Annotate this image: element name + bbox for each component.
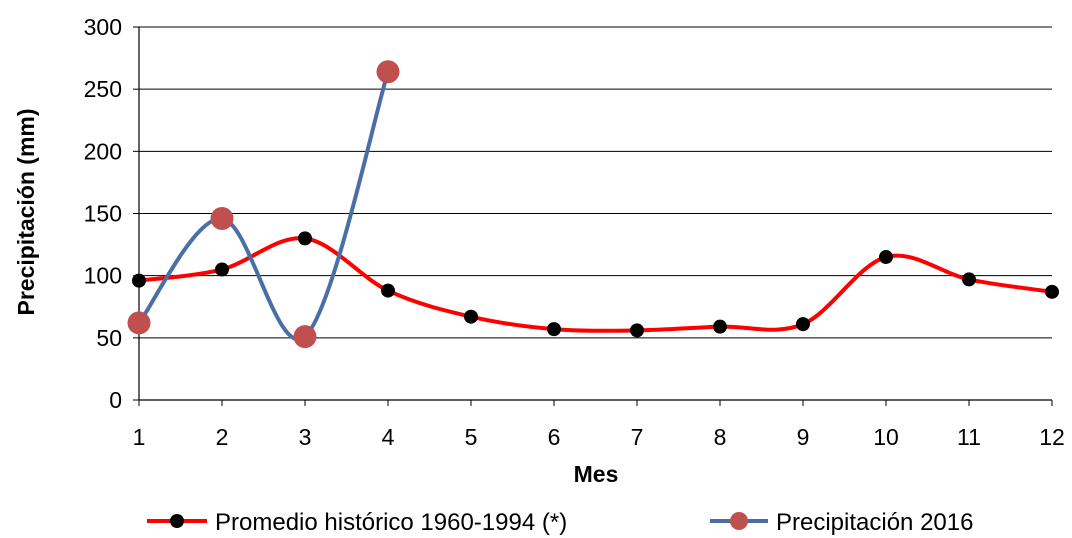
y-tick-label-100: 100 [84,263,122,289]
legend-item-1: Precipitación 2016 [710,509,973,536]
x-tick-label-4: 4 [382,424,395,450]
x-tick-label-2: 2 [216,424,229,450]
x-tick-label-11: 11 [957,424,981,450]
series-0-point-1 [132,273,146,288]
x-tick-label-1: 1 [133,424,146,450]
y-axis-title: Precipitación (mm) [13,108,39,315]
legend: Promedio histórico 1960-1994 (*) Precipi… [147,509,973,536]
series-0-point-5 [464,309,478,324]
legend-swatch-marker-1 [730,512,748,530]
x-tick-label-10: 10 [873,424,899,450]
x-tick-label-7: 7 [631,424,644,450]
series-0-point-3 [298,231,312,246]
series-0-point-7 [630,323,644,338]
legend-label-1: Precipitación 2016 [776,509,973,536]
x-tick-label-6: 6 [548,424,561,450]
series-0-point-2 [215,262,229,277]
y-tick-label-250: 250 [84,76,122,102]
x-tick-label-9: 9 [797,424,810,450]
series-0-point-10 [879,250,893,265]
x-tick-label-5: 5 [465,424,478,450]
series-0-point-8 [713,319,727,334]
x-axis-title: Mes [574,461,619,487]
series-1-point-2 [210,206,234,230]
x-tick-label-12: 12 [1039,424,1065,450]
series-0-point-9 [796,317,810,332]
gridlines [139,26,1052,339]
series-1-point-3 [293,325,317,349]
legend-item-0: Promedio histórico 1960-1994 (*) [147,509,567,536]
y-tick-label-200: 200 [84,138,122,164]
x-tick-label-8: 8 [714,424,727,450]
series-1-point-4 [376,60,400,84]
series-1-point-1 [127,311,151,335]
legend-swatch-marker-0 [170,514,184,528]
x-tick-label-3: 3 [299,424,312,450]
axes [133,26,1053,406]
series-layer [127,60,1059,349]
y-tick-label-150: 150 [84,201,122,227]
y-tick-label-50: 50 [96,325,122,351]
series-0-point-11 [962,272,976,287]
legend-label-0: Promedio histórico 1960-1994 (*) [215,509,567,536]
series-0-point-4 [381,283,395,298]
y-tick-label-0: 0 [109,387,122,413]
series-0-point-6 [547,322,561,337]
series-line-1 [137,69,390,342]
series-0-point-12 [1045,284,1059,299]
y-tick-label-300: 300 [84,14,122,40]
